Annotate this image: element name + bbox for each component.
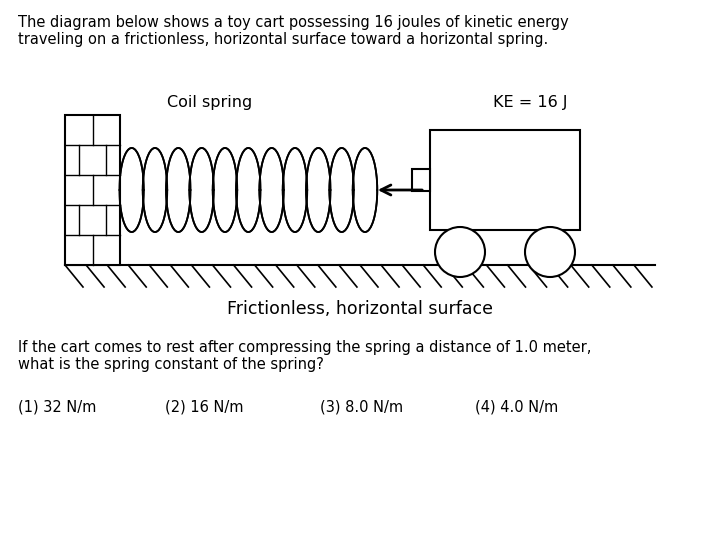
Text: Coil spring: Coil spring [167,95,253,110]
Text: (2) 16 N/m: (2) 16 N/m [165,400,243,415]
Bar [412,169,430,191]
Ellipse shape [259,148,284,232]
Ellipse shape [212,148,238,232]
Ellipse shape [353,148,377,232]
Ellipse shape [120,148,144,232]
Text: (4) 4.0 N/m: (4) 4.0 N/m [475,400,558,415]
Ellipse shape [236,148,261,232]
Circle shape [525,227,575,277]
Ellipse shape [189,148,214,232]
Circle shape [435,227,485,277]
Text: Frictionless, horizontal surface: Frictionless, horizontal surface [227,300,493,318]
Text: KE = 16 J: KE = 16 J [492,95,567,110]
Ellipse shape [283,148,307,232]
Text: The diagram below shows a toy cart possessing 16 joules of kinetic energy
travel: The diagram below shows a toy cart posse… [18,15,569,48]
Text: If the cart comes to rest after compressing the spring a distance of 1.0 meter,
: If the cart comes to rest after compress… [18,340,591,373]
Text: (3) 8.0 N/m: (3) 8.0 N/m [320,400,403,415]
Bar [430,130,580,230]
Ellipse shape [166,148,191,232]
Text: (1) 32 N/m: (1) 32 N/m [18,400,96,415]
Ellipse shape [330,148,354,232]
Ellipse shape [306,148,330,232]
Bar [65,115,120,265]
Ellipse shape [143,148,167,232]
